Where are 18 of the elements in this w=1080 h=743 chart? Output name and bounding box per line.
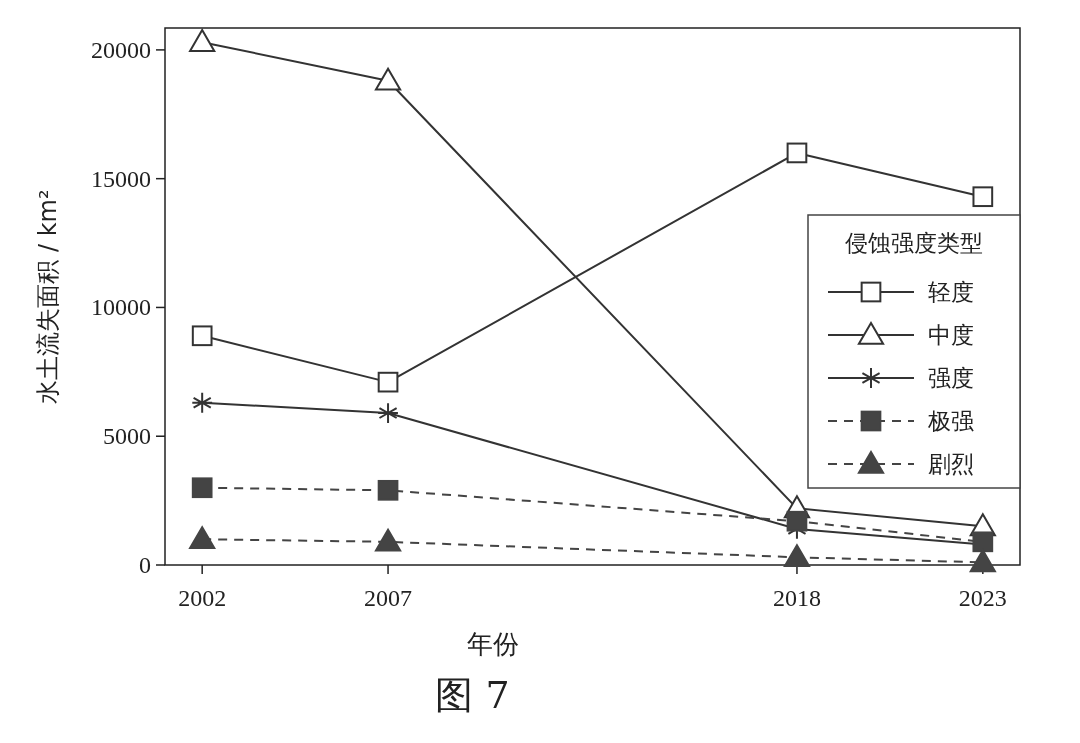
y-tick-label: 0 bbox=[139, 552, 151, 578]
y-tick-label: 15000 bbox=[91, 165, 151, 192]
y-tick-label: 20000 bbox=[91, 36, 151, 63]
x-tick-label: 2002 bbox=[178, 585, 227, 611]
x-tick-label: 2018 bbox=[772, 585, 821, 611]
y-tick-label: 10000 bbox=[91, 294, 151, 321]
legend-label: 极强 bbox=[927, 408, 974, 434]
y-tick-label: 5000 bbox=[103, 423, 151, 450]
caption: 图 7 bbox=[435, 673, 510, 717]
legend-title: 侵蚀强度类型 bbox=[845, 230, 983, 256]
legend-label: 强度 bbox=[928, 365, 974, 391]
legend-label: 剧烈 bbox=[928, 451, 974, 477]
x-axis-title: 年份 bbox=[466, 629, 519, 659]
y-axis-title: 水土流失面积 / km² bbox=[34, 189, 62, 404]
x-tick-label: 2023 bbox=[958, 585, 1007, 611]
x-tick-label: 2007 bbox=[364, 585, 413, 611]
legend-label: 轻度 bbox=[928, 279, 974, 305]
legend-label: 中度 bbox=[928, 322, 974, 348]
